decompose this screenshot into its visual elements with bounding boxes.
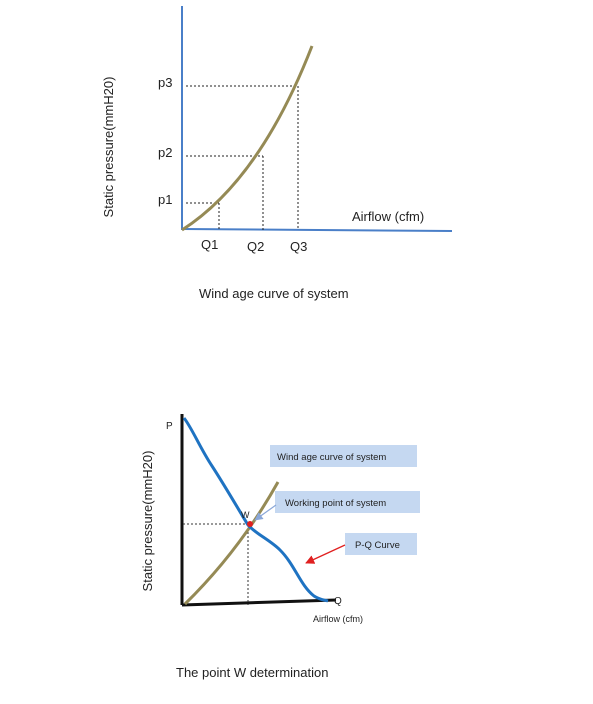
- bottom-x-marker-q: Q: [334, 596, 342, 607]
- arrow-to-pq-curve: [305, 544, 346, 564]
- working-point-w: [247, 521, 253, 527]
- top-y-tick-p1: p1: [158, 192, 172, 207]
- bottom-x-axis: [181, 598, 337, 607]
- bottom-caption: The point W determination: [176, 665, 328, 680]
- callout-box-working-point: [275, 491, 420, 513]
- bottom-system-curve: [183, 481, 280, 606]
- bottom-diagram: P Q W Wind age curve of system Working p…: [140, 414, 420, 680]
- top-y-tick-p2: p2: [158, 145, 172, 160]
- callout-system-curve: Wind age curve of system: [277, 452, 386, 463]
- top-x-axis: [181, 228, 453, 232]
- top-y-tick-p3: p3: [158, 75, 172, 90]
- top-diagram: p3 p2 p1 Q1 Q2 Q3 Airflow (cfm) Static p…: [101, 6, 453, 301]
- callout-box-system-curve: [270, 445, 417, 467]
- bottom-x-axis-label: Airflow (cfm): [313, 614, 363, 624]
- top-x-tick-q1: Q1: [201, 237, 218, 252]
- top-x-tick-q3: Q3: [290, 239, 307, 254]
- top-system-curve: [181, 45, 314, 232]
- top-x-tick-q2: Q2: [247, 239, 264, 254]
- callout-box-pq-curve: [345, 533, 417, 555]
- bottom-guides: [183, 523, 249, 605]
- point-label-w: W: [241, 510, 250, 520]
- bottom-y-marker-p: P: [166, 421, 173, 432]
- bottom-pq-curve: [182, 417, 329, 603]
- arrow-to-working-point: [254, 504, 277, 521]
- top-y-axis-label: Static pressure(mmH20): [101, 77, 116, 218]
- callout-working-point: Working point of system: [285, 498, 386, 509]
- top-x-axis-label: Airflow (cfm): [352, 209, 424, 224]
- callout-pq-curve: P-Q Curve: [355, 540, 400, 551]
- bottom-y-axis-label: Static pressure(mmH20): [140, 451, 155, 592]
- top-caption: Wind age curve of system: [199, 286, 349, 301]
- top-guides: [186, 85, 299, 230]
